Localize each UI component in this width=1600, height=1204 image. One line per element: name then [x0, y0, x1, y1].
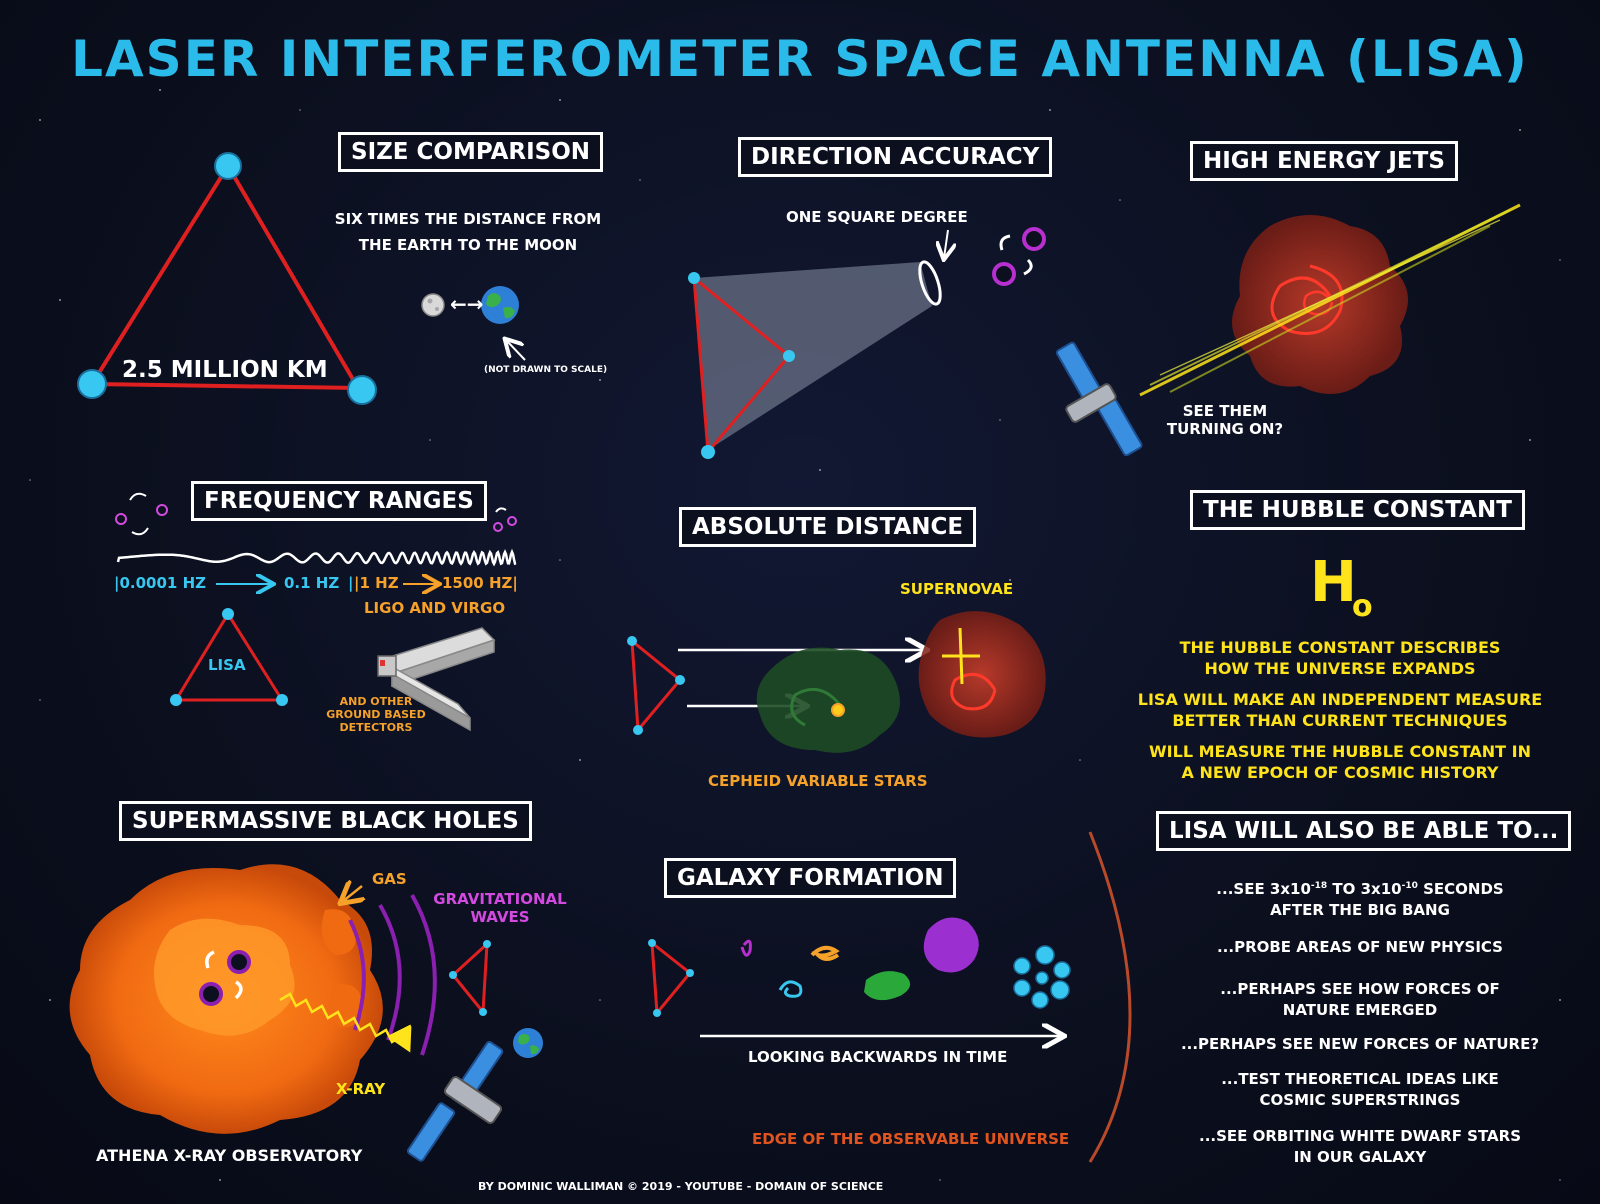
- also-item1-line1: ...SEE 3x10-18 TO 3x10-10 SECONDS: [1190, 880, 1530, 899]
- ligo-range-start: |1 HZ: [354, 574, 399, 592]
- binary-icon-slow: [115, 492, 168, 536]
- binary-black-hole-icon: [992, 227, 1046, 286]
- pointer-arrow: [506, 340, 526, 361]
- also-item5-line1: ...TEST THEORETICAL IDEAS LIKE: [1221, 1070, 1499, 1088]
- lisa-range-end: 0.1 HZ: [284, 574, 340, 592]
- hubble-subscript: o: [1352, 589, 1373, 624]
- hubble-p2-line2: BETTER THAN CURRENT TECHNIQUES: [1172, 711, 1508, 730]
- also-item2: ...PROBE AREAS OF NEW PHYSICS: [1216, 938, 1503, 956]
- supernovae-label: SUPERNOVAE: [900, 580, 1014, 598]
- also-item1-mid: TO 3x10: [1327, 880, 1402, 898]
- frequency-ranges-heading: FREQUENCY RANGES: [191, 481, 487, 521]
- jet-galaxy: [1139, 203, 1521, 397]
- jets-caption-line2: TURNING ON?: [1166, 420, 1284, 438]
- xray-wave: [279, 992, 408, 1048]
- moon-earth-arrow: ←→: [450, 292, 484, 316]
- gravitational-waves-line2: WAVES: [470, 908, 530, 926]
- earth-icon-small: [513, 1028, 543, 1058]
- also-item4: ...PERHAPS SEE NEW FORCES OF NATURE?: [1180, 1035, 1540, 1053]
- athena-satellite: [406, 1040, 504, 1162]
- lisa-satellite-top: [1055, 341, 1143, 457]
- hubble-p3-line1: WILL MEASURE THE HUBBLE CONSTANT IN: [1149, 742, 1531, 761]
- red-galaxy: [918, 611, 1046, 738]
- also-item5-line2: COSMIC SUPERSTRINGS: [1259, 1091, 1461, 1109]
- frequency-wave: [116, 548, 517, 567]
- also-item3-line1: ...PERHAPS SEE HOW FORCES OF: [1220, 980, 1500, 998]
- one-square-degree-label: ONE SQUARE DEGREE: [786, 208, 968, 226]
- moon-icon: [421, 293, 445, 317]
- ligo-detector-icon: [377, 627, 496, 732]
- size-text-line2: THE EARTH TO THE MOON: [358, 236, 578, 254]
- also-able-heading: LISA WILL ALSO BE ABLE TO...: [1156, 811, 1572, 851]
- hubble-symbol: H: [1310, 550, 1357, 615]
- lisa-triangle-large: [77, 152, 377, 405]
- lisa-range-start: |0.0001 HZ: [114, 574, 207, 592]
- green-galaxy: [756, 647, 900, 753]
- ground-detectors-line2: GROUND BASED: [326, 708, 426, 721]
- gravitational-wave-arcs: [348, 894, 437, 1056]
- supermassive-black-holes-heading: SUPERMASSIVE BLACK HOLES: [119, 801, 532, 841]
- lisa-triangle-formation: [648, 939, 694, 1017]
- hubble-p1-line2: HOW THE UNIVERSE EXPANDS: [1204, 659, 1476, 678]
- hubble-constant-heading: THE HUBBLE CONSTANT: [1190, 490, 1525, 530]
- edge-of-universe-arc: [1088, 831, 1132, 1163]
- direction-accuracy-heading: DIRECTION ACCURACY: [738, 137, 1053, 177]
- triangle-distance-label: 2.5 MILLION KM: [122, 357, 328, 383]
- page-title: LASER INTERFEROMETER SPACE ANTENNA (LISA…: [71, 30, 1529, 88]
- absolute-distance-heading: ABSOLUTE DISTANCE: [679, 507, 977, 547]
- ligo-range-end: 1500 HZ|: [442, 574, 518, 592]
- also-item1-exp2: -10: [1401, 881, 1418, 891]
- direction-cone: [688, 260, 942, 459]
- size-text-line1: SIX TIMES THE DISTANCE FROM: [334, 210, 602, 228]
- gas-label: GAS: [372, 870, 407, 888]
- gravitational-waves-line1: GRAVITATIONAL: [433, 890, 567, 908]
- not-to-scale-note: (NOT DRAWN TO SCALE): [484, 365, 608, 375]
- hubble-p2-line1: LISA WILL MAKE AN INDEPENDENT MEASURE: [1137, 690, 1543, 709]
- xray-label: X-RAY: [336, 1080, 386, 1098]
- looking-backwards-label: LOOKING BACKWARDS IN TIME: [748, 1048, 1008, 1066]
- ligo-virgo-label: LIGO AND VIRGO: [364, 599, 506, 617]
- jets-caption-line1: SEE THEM: [1182, 402, 1268, 420]
- lisa-triangle-distance: [627, 636, 685, 735]
- also-item6-line2: IN OUR GALAXY: [1293, 1148, 1427, 1166]
- ground-detectors-line1: AND OTHER: [339, 695, 413, 708]
- edge-of-universe-label: EDGE OF THE OBSERVABLE UNIVERSE: [752, 1130, 1070, 1148]
- also-item6-line1: ...SEE ORBITING WHITE DWARF STARS: [1199, 1127, 1521, 1145]
- hubble-p1-line1: THE HUBBLE CONSTANT DESCRIBES: [1179, 638, 1501, 657]
- athena-observatory-label: ATHENA X-RAY OBSERVATORY: [96, 1146, 363, 1165]
- also-item3-line2: NATURE EMERGED: [1282, 1001, 1438, 1019]
- also-item1-line2: AFTER THE BIG BANG: [1270, 901, 1450, 919]
- orange-gas-galaxy: [69, 864, 383, 1134]
- lisa-triangle-bh: [449, 940, 491, 1016]
- star-field: [29, 89, 1561, 1181]
- lisa-small-label: LISA: [208, 656, 246, 674]
- hubble-p3-line2: A NEW EPOCH OF COSMIC HISTORY: [1181, 763, 1499, 782]
- cepheid-label: CEPHEID VARIABLE STARS: [708, 772, 928, 790]
- range-separator: |: [348, 574, 354, 592]
- galaxy-formation-heading: GALAXY FORMATION: [664, 858, 957, 898]
- ground-detectors-line3: DETECTORS: [339, 721, 413, 734]
- size-comparison-heading: SIZE COMPARISON: [338, 132, 604, 172]
- also-item1-pre: ...SEE 3x10: [1216, 880, 1311, 898]
- lisa-triangle-small: [170, 608, 288, 706]
- also-item1-post: SECONDS: [1417, 880, 1504, 898]
- one-square-degree-arrow: [944, 229, 948, 258]
- galaxy-sequence: [740, 917, 1071, 1009]
- gas-pointer-arrow: [342, 886, 362, 902]
- binary-icon-fast: [493, 507, 517, 532]
- earth-icon: [481, 286, 519, 324]
- also-item1-exp1: -18: [1310, 881, 1328, 891]
- credit-line: BY DOMINIC WALLIMAN © 2019 - YOUTUBE - D…: [478, 1180, 884, 1193]
- high-energy-jets-heading: HIGH ENERGY JETS: [1190, 141, 1458, 181]
